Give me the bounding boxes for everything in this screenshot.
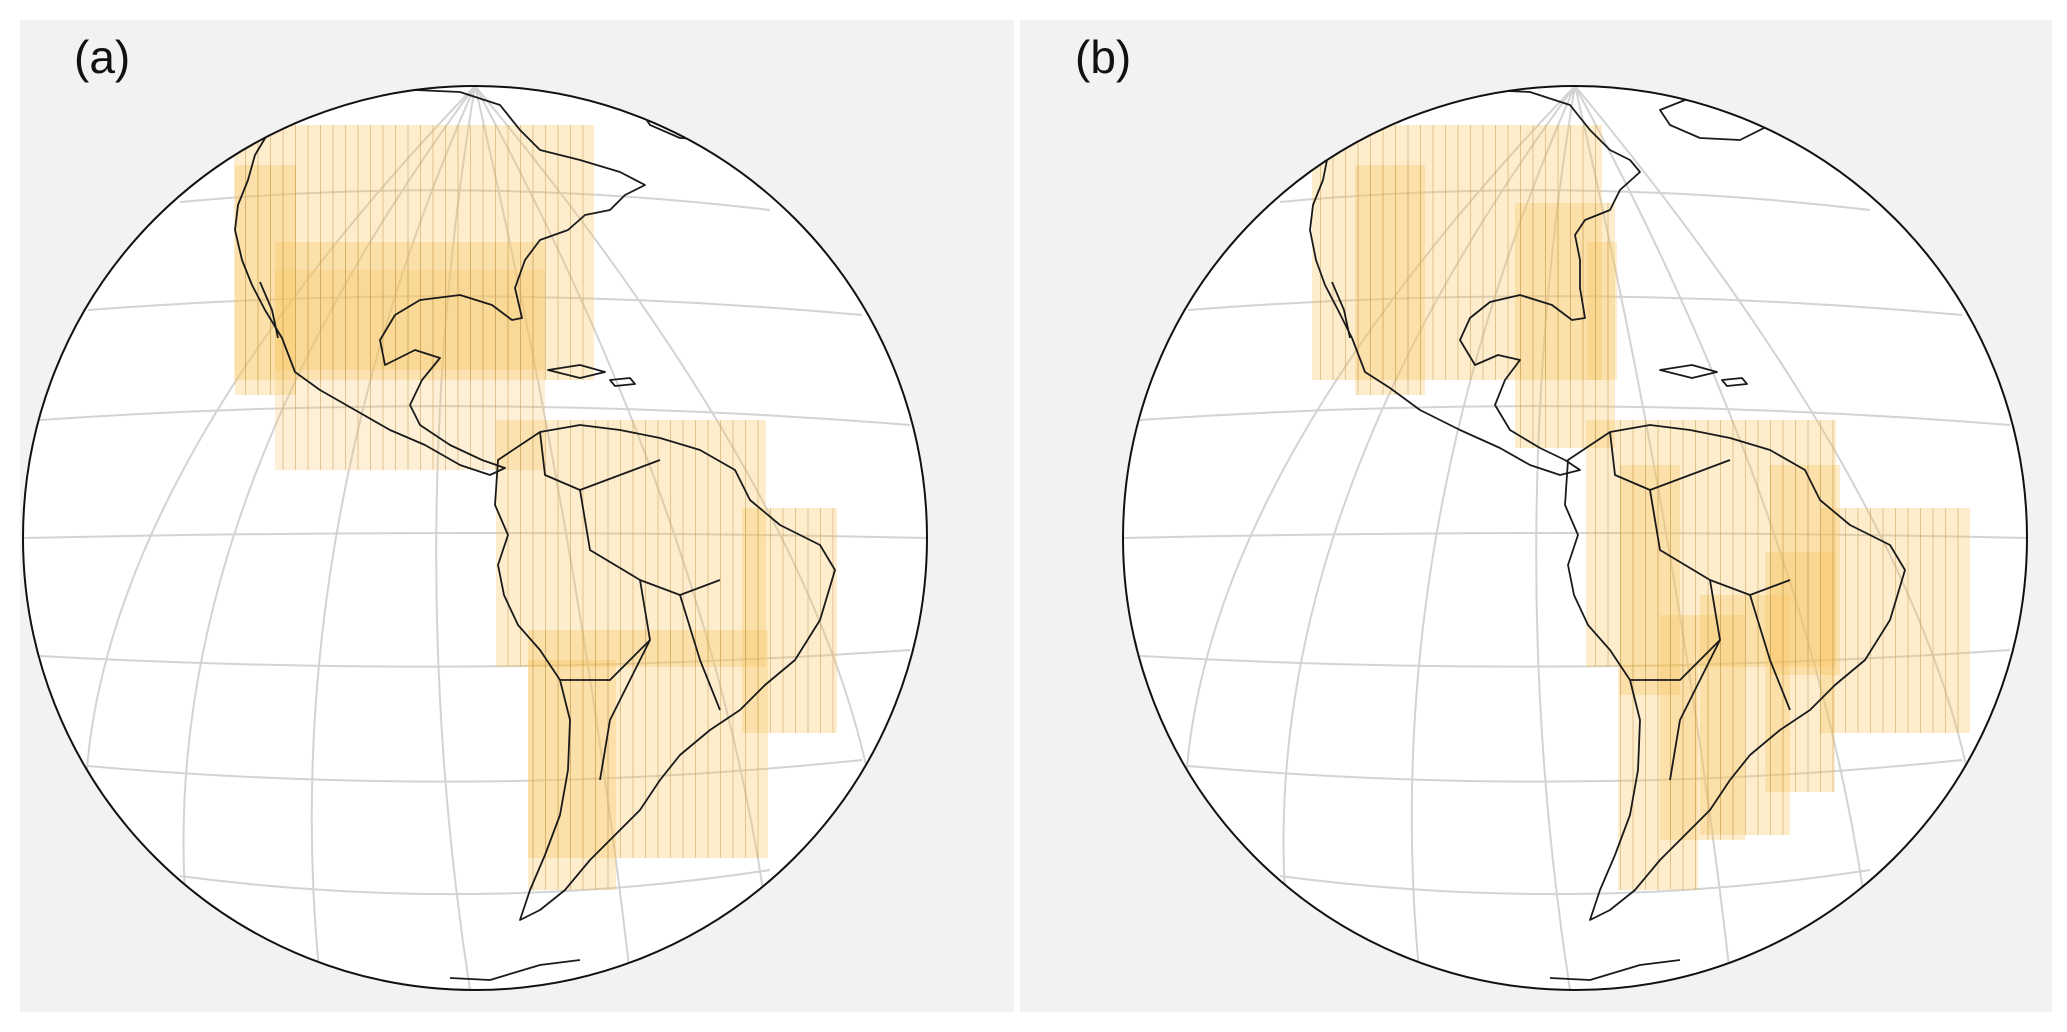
coastlines bbox=[1309, 89, 1906, 981]
panel-a: (a) bbox=[20, 20, 1014, 1012]
globe-map-a bbox=[22, 85, 928, 991]
panel-label-b: (b) bbox=[1075, 31, 1132, 83]
footprints bbox=[1312, 125, 1970, 890]
panel-b: (b) bbox=[1020, 20, 2052, 1012]
panel-label-a: (a) bbox=[74, 31, 131, 83]
coastlines bbox=[234, 89, 836, 981]
globe-outline bbox=[1122, 85, 2028, 991]
globe-map-b bbox=[1122, 85, 2028, 991]
globe-outline bbox=[22, 85, 928, 991]
